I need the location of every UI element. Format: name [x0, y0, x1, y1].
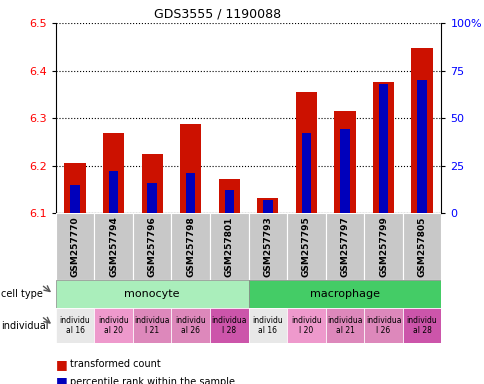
- Text: individu
al 26: individu al 26: [175, 316, 206, 335]
- Text: transformed count: transformed count: [70, 359, 161, 369]
- Text: individu
al 20: individu al 20: [98, 316, 129, 335]
- Bar: [94, 213, 133, 280]
- Bar: [325, 308, 363, 343]
- Bar: [402, 308, 440, 343]
- Bar: [363, 308, 402, 343]
- Bar: [262, 200, 272, 213]
- Text: percentile rank within the sample: percentile rank within the sample: [70, 377, 235, 384]
- Text: GSM257796: GSM257796: [147, 216, 156, 277]
- Bar: [410, 48, 432, 213]
- Bar: [56, 280, 248, 308]
- Bar: [402, 213, 440, 280]
- Bar: [287, 213, 325, 280]
- Bar: [210, 213, 248, 280]
- Bar: [295, 92, 317, 213]
- Bar: [248, 280, 440, 308]
- Text: ■: ■: [56, 358, 67, 371]
- Bar: [94, 308, 133, 343]
- Text: GSM257770: GSM257770: [70, 217, 79, 277]
- Bar: [416, 80, 426, 213]
- Bar: [257, 199, 278, 213]
- Bar: [333, 111, 355, 213]
- Text: individu
al 28: individu al 28: [406, 316, 437, 335]
- Bar: [248, 308, 287, 343]
- Text: individua
l 28: individua l 28: [211, 316, 246, 335]
- Bar: [248, 213, 287, 280]
- Text: GSM257794: GSM257794: [109, 216, 118, 277]
- Text: GSM257795: GSM257795: [301, 216, 310, 277]
- Bar: [287, 308, 325, 343]
- Bar: [224, 190, 234, 213]
- Text: individua
l 21: individua l 21: [134, 316, 169, 335]
- Bar: [133, 308, 171, 343]
- Bar: [185, 173, 195, 213]
- Bar: [218, 179, 240, 213]
- Text: individual: individual: [1, 321, 48, 331]
- Bar: [133, 213, 171, 280]
- Text: GSM257797: GSM257797: [340, 216, 349, 277]
- Text: individua
al 21: individua al 21: [327, 316, 362, 335]
- Bar: [363, 213, 402, 280]
- Title: GDS3555 / 1190088: GDS3555 / 1190088: [154, 7, 281, 20]
- Bar: [171, 213, 210, 280]
- Bar: [339, 129, 349, 213]
- Bar: [325, 213, 363, 280]
- Bar: [108, 171, 118, 213]
- Text: monocyte: monocyte: [124, 289, 180, 299]
- Text: GSM257799: GSM257799: [378, 216, 387, 277]
- Text: GSM257798: GSM257798: [186, 216, 195, 277]
- Text: macrophage: macrophage: [309, 289, 379, 299]
- Bar: [372, 83, 393, 213]
- Bar: [210, 308, 248, 343]
- Text: GSM257805: GSM257805: [417, 217, 426, 277]
- Bar: [147, 183, 157, 213]
- Bar: [171, 308, 210, 343]
- Text: GSM257793: GSM257793: [263, 216, 272, 277]
- Text: individu
al 16: individu al 16: [252, 316, 283, 335]
- Text: GSM257801: GSM257801: [224, 217, 233, 277]
- Bar: [301, 133, 311, 213]
- Bar: [56, 308, 94, 343]
- Bar: [180, 124, 201, 213]
- Text: cell type: cell type: [1, 289, 43, 299]
- Text: ■: ■: [56, 375, 67, 384]
- Text: individua
l 26: individua l 26: [365, 316, 400, 335]
- Bar: [378, 84, 388, 213]
- Bar: [70, 185, 80, 213]
- Text: individu
l 20: individu l 20: [290, 316, 321, 335]
- Bar: [141, 154, 163, 213]
- Bar: [56, 213, 94, 280]
- Bar: [64, 163, 86, 213]
- Bar: [103, 133, 124, 213]
- Text: individu
al 16: individu al 16: [60, 316, 90, 335]
